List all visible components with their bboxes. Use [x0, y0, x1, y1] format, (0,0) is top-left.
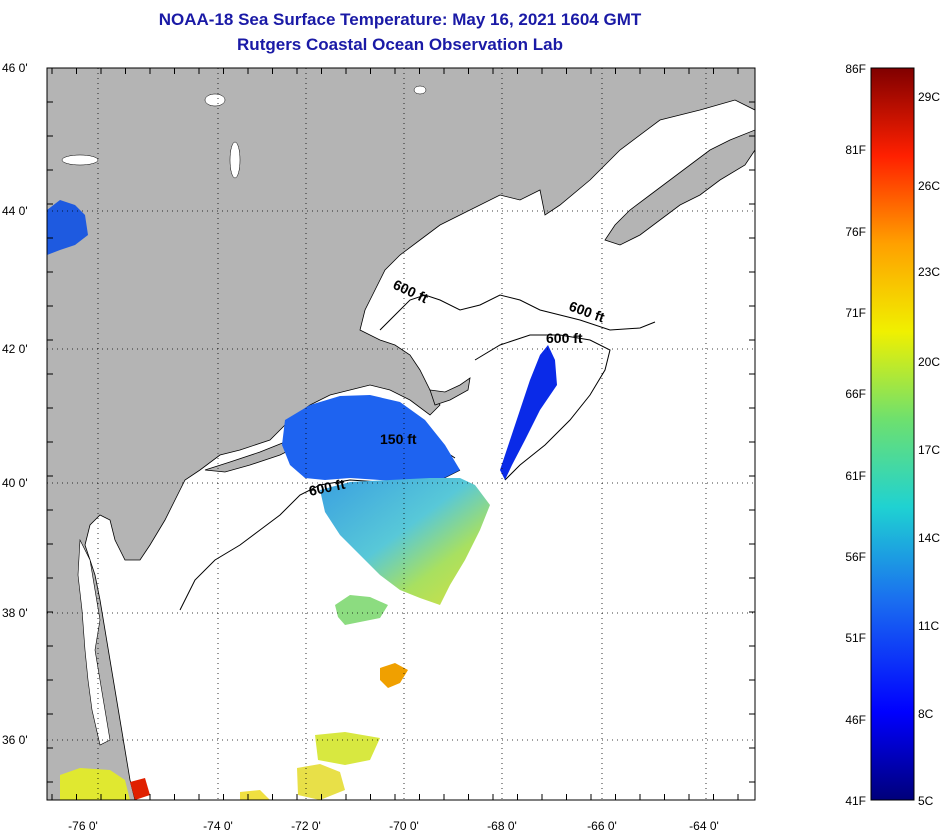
- contour-label: 600 ft: [307, 476, 346, 499]
- colorbar-f-label: 41F: [845, 794, 866, 808]
- contour-label: 150 ft: [380, 431, 417, 447]
- colorbar-f-label: 71F: [845, 306, 866, 320]
- land-nova-scotia: [604, 129, 755, 246]
- lon-label: -64 0': [689, 819, 719, 832]
- depth-contour-600ft-georges: [474, 334, 611, 481]
- colorbar-f-label: 61F: [845, 469, 866, 483]
- map-title: NOAA-18 Sea Surface Temperature: May 16,…: [158, 10, 642, 29]
- lake: [204, 93, 226, 107]
- colorbar-c-label: 17C: [918, 443, 940, 457]
- sst-patch-36n: [315, 732, 380, 765]
- contour-label: 600 ft: [546, 330, 583, 346]
- lat-label: 44 0': [2, 204, 28, 218]
- colorbar-f-label: 86F: [845, 62, 866, 76]
- axis-ticks: [47, 67, 755, 800]
- sst-patch-nova-scotia: [47, 200, 88, 255]
- land-cape-cod: [429, 377, 471, 406]
- colorbar-f-label: 56F: [845, 550, 866, 564]
- colorbar-c-label: 26C: [918, 179, 940, 193]
- lat-label: 36 0': [2, 733, 28, 747]
- lat-label: 42 0': [2, 342, 28, 356]
- map-grid: [47, 68, 755, 800]
- sst-patch-37n: [380, 663, 408, 688]
- map-frame: [46, 67, 756, 801]
- colorbar-f-label: 51F: [845, 631, 866, 645]
- lon-label: -70 0': [389, 819, 419, 832]
- lon-label: -66 0': [587, 819, 617, 832]
- colorbar-c-label: 14C: [918, 531, 940, 545]
- chesapeake-bay: [77, 538, 111, 746]
- lake: [413, 85, 427, 95]
- lat-label: 40 0': [2, 476, 28, 490]
- colorbar-c-label: 29C: [918, 90, 940, 104]
- lat-label: 38 0': [2, 606, 28, 620]
- lake: [229, 141, 241, 179]
- lat-label: 46 0': [2, 61, 28, 75]
- colorbar-f-label: 66F: [845, 387, 866, 401]
- depth-contour-600ft-gulf: [379, 294, 656, 331]
- map-subtitle: Rutgers Coastal Ocean Observation Lab: [237, 35, 563, 54]
- sst-swath-shelf: [320, 478, 490, 605]
- colorbar-c-label: 23C: [918, 265, 940, 279]
- sst-patch-sw-warm: [130, 778, 150, 800]
- colorbar-f-label: 46F: [845, 713, 866, 727]
- sst-patch-sw: [60, 768, 130, 800]
- lon-label: -68 0': [487, 819, 517, 832]
- colorbar-c-label: 8C: [918, 707, 934, 721]
- sst-swath-gulf-of-maine: [500, 345, 557, 480]
- colorbar-c-label: 20C: [918, 355, 940, 369]
- lon-label: -76 0': [68, 819, 98, 832]
- colorbar: [870, 67, 915, 801]
- sst-patch-38n: [335, 595, 388, 625]
- sst-swath-southern-new-england: [282, 395, 460, 482]
- colorbar-f-label: 76F: [845, 225, 866, 239]
- lake: [61, 154, 99, 166]
- colorbar-c-label: 5C: [918, 794, 934, 808]
- lon-label: -74 0': [203, 819, 233, 832]
- colorbar-c-label: 11C: [918, 619, 939, 633]
- sst-patch-35n: [297, 764, 345, 800]
- lon-label: -72 0': [291, 819, 321, 832]
- land-mainland: [47, 68, 755, 800]
- colorbar-f-label: 81F: [845, 143, 866, 157]
